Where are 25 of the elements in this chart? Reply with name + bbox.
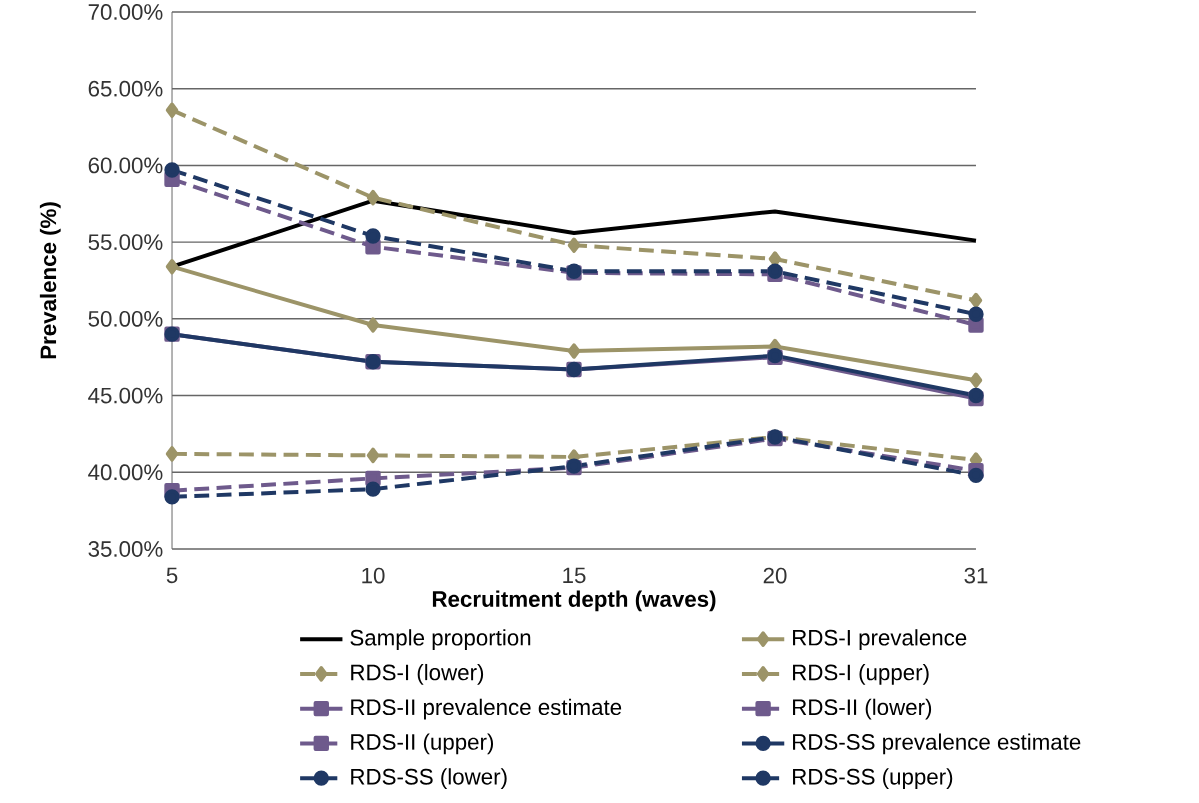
y-tick-label: 35.00%	[88, 541, 163, 557]
legend-label: RDS-II (lower)	[793, 698, 932, 720]
legend-label: RDS-I (lower)	[351, 663, 484, 685]
y-tick-label: 40.00%	[88, 464, 163, 481]
y-tick-label: 50.00%	[88, 310, 163, 327]
x-tick-label: 5	[166, 567, 178, 584]
legend-label: RDS-SS (upper)	[793, 768, 953, 790]
y-tick-label: 70.00%	[88, 4, 163, 20]
legend-label: RDS-I prevalence	[793, 629, 967, 651]
x-tick-label: 20	[763, 567, 787, 584]
legend-label: RDS-SS prevalence estimate	[793, 733, 1081, 755]
x-tick-label: 10	[362, 567, 385, 584]
legend-label: RDS-II (upper)	[351, 733, 494, 755]
y-tick-label: 45.00%	[88, 387, 163, 404]
legend-label: RDS-SS (lower)	[351, 768, 507, 790]
legend-label: RDS-II prevalence estimate	[351, 698, 622, 720]
x-tick-label: 15	[563, 567, 586, 584]
legend-label: RDS-I (upper)	[793, 663, 929, 685]
y-tick-label: 65.00%	[88, 80, 163, 97]
legend-label: Sample proportion	[350, 629, 531, 651]
y-tick-label: 55.00%	[88, 234, 163, 251]
y-axis-title: Prevalence (%)	[39, 202, 61, 359]
y-tick-label: 60.00%	[88, 157, 163, 174]
x-axis-title: Recruitment depth (waves)	[432, 590, 716, 612]
x-tick-label: 31	[964, 567, 988, 584]
